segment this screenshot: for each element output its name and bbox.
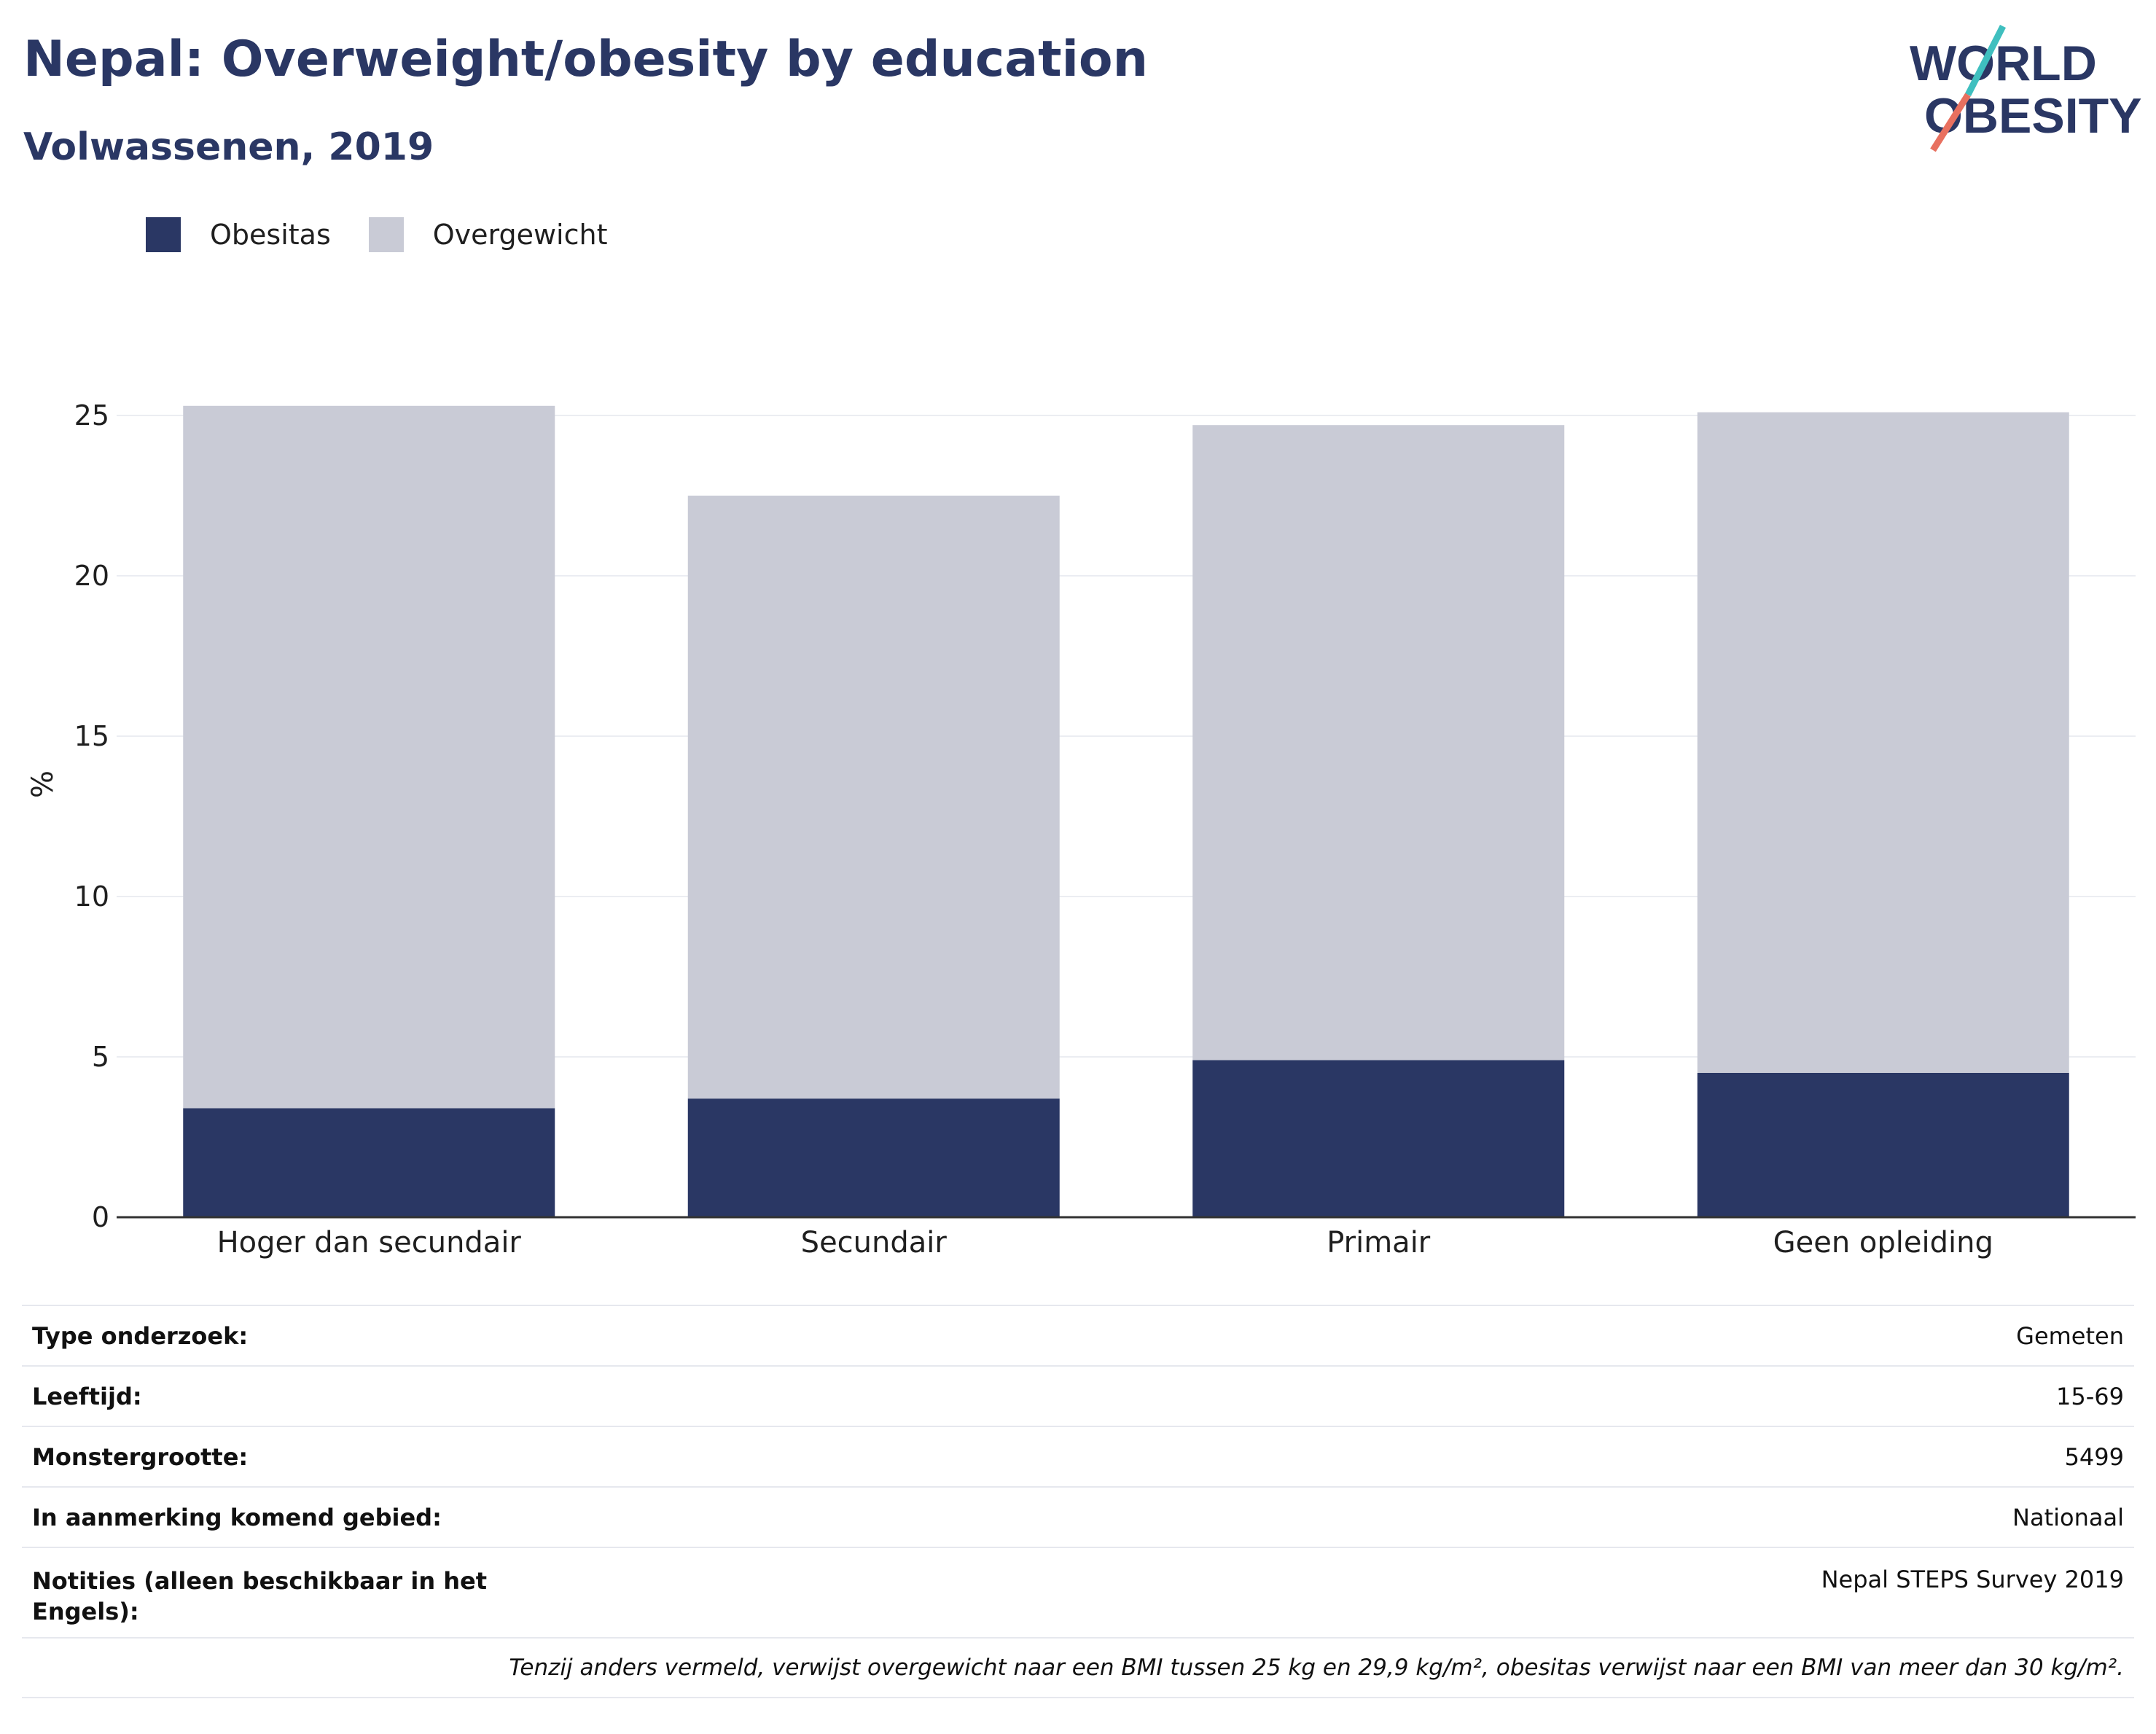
y-axis-label: % [26, 770, 60, 798]
world-obesity-logo: WORLD OBESITY [1910, 24, 2142, 152]
info-row-survey-type: Type onderzoek: Gemeten [22, 1305, 2134, 1365]
logo-line1: WORLD [1910, 36, 2097, 91]
x-tick-label: Geen opleiding [1773, 1226, 1993, 1260]
logo-teal-slash [1964, 24, 2007, 97]
x-tick-label: Hoger dan secundair [217, 1226, 522, 1260]
logo-coral-slash [1930, 93, 1971, 152]
bar-obesity [687, 1098, 1060, 1217]
info-value: Nationaal [2012, 1503, 2124, 1531]
info-row-sample-size: Monstergrootte: 5499 [22, 1426, 2134, 1486]
info-value: Gemeten [2016, 1321, 2124, 1350]
y-tick-label: 10 [74, 880, 109, 913]
chart-title: Nepal: Overweight/obesity by education [23, 31, 1149, 88]
info-row-notes: Notities (alleen beschikbaar in het Enge… [22, 1547, 2134, 1637]
bar-overweight [687, 496, 1060, 1099]
legend-swatch-overweight [368, 217, 404, 252]
x-tick-label: Secundair [801, 1226, 948, 1260]
x-tick-label: Primair [1327, 1226, 1431, 1260]
legend-swatch-obesity [146, 217, 181, 252]
survey-info-table: Type onderzoek: Gemeten Leeftijd: 15-69 … [22, 1305, 2134, 1698]
bar-obesity [1192, 1060, 1565, 1217]
bar-overweight [1192, 425, 1565, 1061]
info-label: Leeftijd: [32, 1382, 142, 1410]
info-label: Notities (alleen beschikbaar in het Enge… [32, 1567, 488, 1625]
y-tick-label: 25 [74, 399, 109, 431]
y-tick-label: 20 [74, 560, 109, 592]
legend-label-obesity: Obesitas [210, 219, 331, 251]
info-value: 15-69 [2056, 1382, 2124, 1410]
bar-obesity [183, 1108, 555, 1217]
chart-subtitle: Volwassenen, 2019 [23, 125, 434, 169]
legend-item-overweight[interactable]: Overgewicht [368, 217, 608, 252]
info-label: In aanmerking komend gebied: [32, 1503, 442, 1531]
y-tick-label: 5 [92, 1041, 109, 1073]
info-row-age: Leeftijd: 15-69 [22, 1365, 2134, 1426]
bar-obesity [1697, 1073, 2069, 1217]
bar-overweight [1697, 412, 2069, 1073]
y-tick-label: 15 [74, 720, 109, 752]
bar-chart: 0 5 10 15 20 25% Hoger dan secundair Secundair P… [26, 399, 2136, 1260]
legend-label-overweight: Overgewicht [432, 219, 608, 251]
info-value: 5499 [2064, 1442, 2124, 1471]
chart-legend: Obesitas Overgewicht [146, 217, 646, 252]
info-label: Monstergrootte: [32, 1442, 249, 1471]
info-value: Nepal STEPS Survey 2019 [1821, 1566, 2124, 1593]
info-label: Type onderzoek: [32, 1321, 249, 1350]
legend-item-obesity[interactable]: Obesitas [146, 217, 331, 252]
logo-line2: OBESITY [1924, 88, 2142, 144]
definition-footnote: Tenzij anders vermeld, verwijst overgewi… [22, 1637, 2134, 1698]
bar-overweight [183, 405, 555, 1109]
info-row-area: In aanmerking komend gebied: Nationaal [22, 1486, 2134, 1547]
y-tick-label: 0 [92, 1201, 109, 1233]
